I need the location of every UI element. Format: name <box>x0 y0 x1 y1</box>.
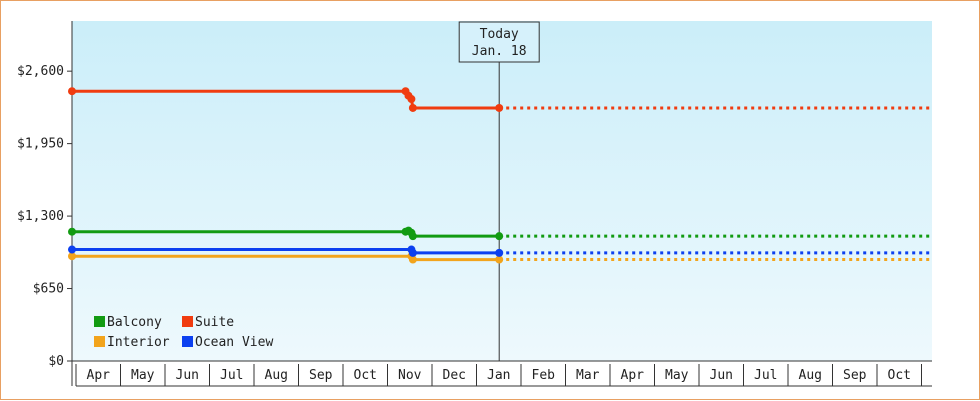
x-month-label: Jul <box>220 368 243 383</box>
x-month-label: Mar <box>576 368 600 383</box>
x-month-label: May <box>665 368 689 383</box>
today-box <box>458 21 540 63</box>
x-month-label: Oct <box>888 368 911 383</box>
data-point <box>408 248 417 257</box>
x-month-label: Sep <box>843 368 867 383</box>
legend-swatch <box>94 316 105 327</box>
x-month-label: May <box>131 368 155 383</box>
x-month-label: Sep <box>309 368 333 383</box>
data-point <box>68 245 76 254</box>
x-month-label: Aug <box>799 368 822 383</box>
data-point <box>68 87 76 96</box>
x-month-label: Jan <box>487 368 510 383</box>
x-month-label: Apr <box>87 368 111 383</box>
legend-swatch <box>182 316 193 327</box>
x-month-label: Feb <box>532 368 556 383</box>
data-point <box>495 248 504 257</box>
y-tick-label: $2,600 <box>17 64 64 79</box>
plot-background <box>72 21 932 361</box>
data-point <box>495 232 504 241</box>
legend-label: Balcony <box>107 315 162 330</box>
legend-swatch <box>182 336 193 347</box>
x-month-label: Jul <box>754 368 777 383</box>
data-point <box>495 255 504 264</box>
data-point <box>408 232 417 241</box>
y-tick-label: $1,300 <box>17 209 64 224</box>
data-point <box>68 227 76 236</box>
y-tick-label: $650 <box>33 282 64 297</box>
legend-label: Interior <box>107 335 170 350</box>
x-month-label: Aug <box>265 368 288 383</box>
today-label: Today <box>480 27 519 42</box>
x-month-label: Apr <box>621 368 645 383</box>
y-tick-label: $1,950 <box>17 137 64 152</box>
x-month-label: Jun <box>176 368 199 383</box>
data-point <box>407 95 416 104</box>
today-date: Jan. 18 <box>472 44 527 59</box>
data-point <box>495 103 504 112</box>
data-point <box>408 255 417 264</box>
data-point <box>408 103 417 112</box>
data-point <box>68 252 76 261</box>
x-month-label: Jun <box>710 368 733 383</box>
legend-swatch <box>94 336 105 347</box>
legend-label: Suite <box>195 315 234 330</box>
x-month-label: Oct <box>354 368 377 383</box>
x-month-label: Dec <box>443 368 466 383</box>
y-tick-label: $0 <box>48 354 64 369</box>
x-month-label: Nov <box>398 368 422 383</box>
legend-label: Ocean View <box>195 335 273 350</box>
